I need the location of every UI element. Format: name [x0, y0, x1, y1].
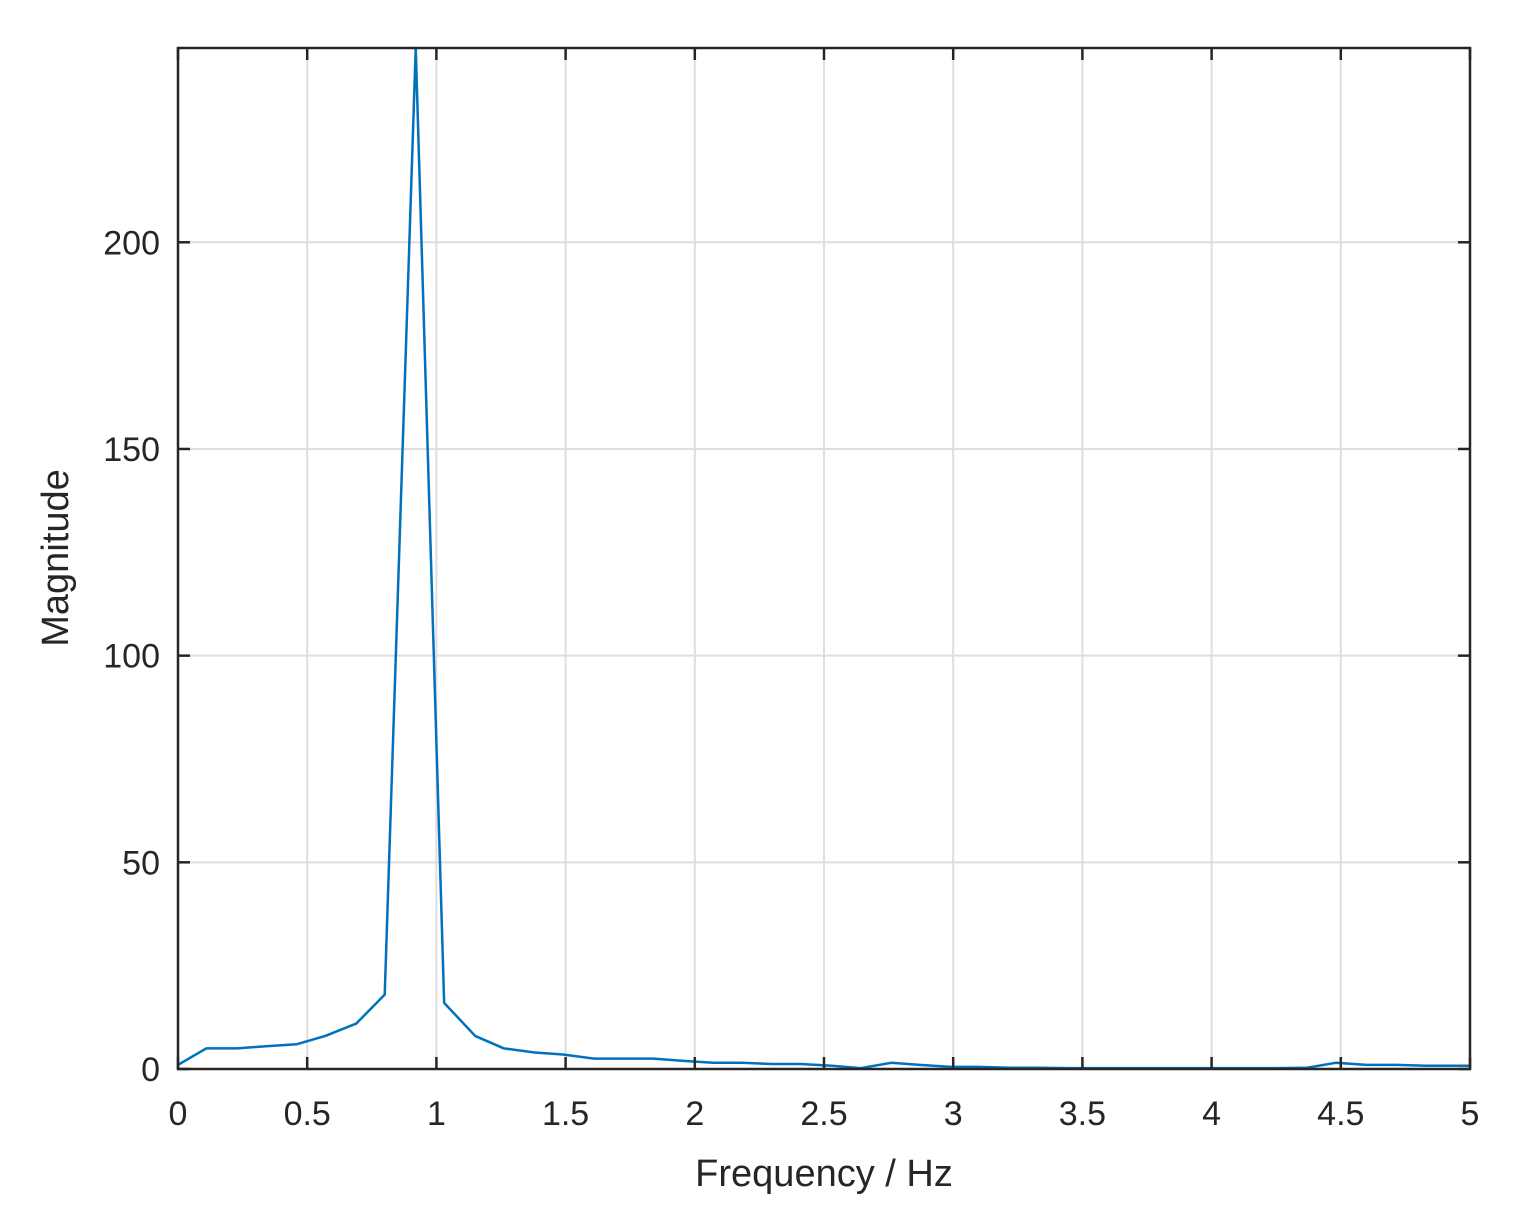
y-tick-label: 150	[103, 431, 160, 469]
x-tick-label: 2.5	[800, 1095, 847, 1133]
y-tick-label: 100	[103, 638, 160, 676]
x-tick-label: 5	[1461, 1095, 1480, 1133]
y-tick-labels: 0 50 100 150 200	[103, 224, 160, 1089]
y-tick-label: 200	[103, 224, 160, 262]
x-tick-label: 2	[685, 1095, 704, 1133]
x-tick-label: 4.5	[1317, 1095, 1364, 1133]
x-tick-label: 3.5	[1059, 1095, 1106, 1133]
ticks	[176, 48, 1472, 1071]
x-tick-label: 1.5	[542, 1095, 589, 1133]
y-tick-label: 0	[141, 1051, 160, 1089]
grid	[177, 48, 1471, 1070]
x-axis-label: Frequency / Hz	[695, 1153, 953, 1195]
x-tick-labels: 0 0.5 1 1.5 2 2.5 3 3.5 4 4.5 5	[169, 1095, 1480, 1133]
x-tick-label: 4	[1202, 1095, 1221, 1133]
y-tick-label: 50	[122, 844, 160, 882]
x-tick-label: 3	[944, 1095, 963, 1133]
x-tick-label: 1	[427, 1095, 446, 1133]
x-tick-label: 0	[169, 1095, 188, 1133]
y-axis-label: Magnitude	[35, 469, 77, 646]
x-tick-label: 0.5	[284, 1095, 331, 1133]
